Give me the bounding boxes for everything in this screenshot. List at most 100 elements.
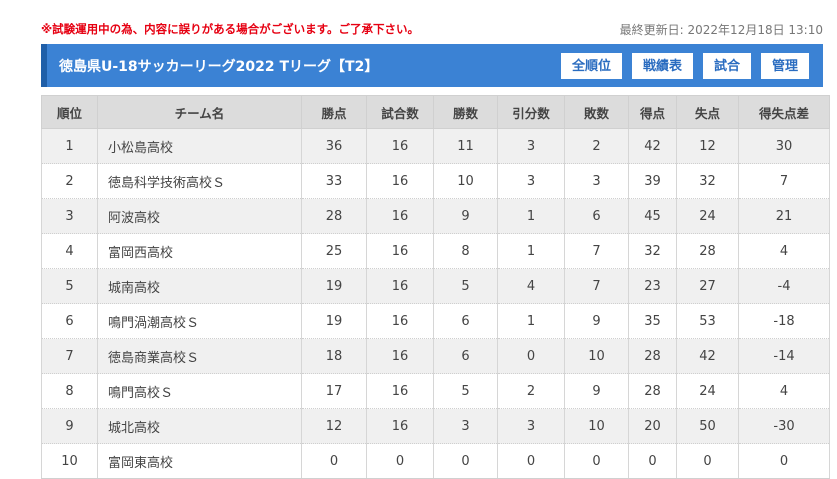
goals-for-cell: 45 [628,198,677,234]
goals-for-cell: 35 [628,303,677,339]
losses-cell: 9 [564,303,629,339]
draws-cell: 1 [497,303,565,339]
played-cell: 16 [366,233,434,269]
goal-diff-cell: 4 [738,233,830,269]
draws-cell: 3 [497,408,565,444]
goals-for-cell: 32 [628,233,677,269]
played-cell: 16 [366,373,434,409]
table-row: 1 小松島高校 36 16 11 3 2 42 12 30 [41,128,830,164]
goals-for-cell: 28 [628,373,677,409]
table-header-row: 順位 チーム名 勝点 試合数 勝数 引分数 敗数 得点 失点 得失点差 [41,95,830,129]
goals-against-cell: 50 [676,408,739,444]
wins-cell: 8 [433,233,498,269]
goal-diff-cell: 0 [738,443,830,479]
goal-diff-cell: 21 [738,198,830,234]
played-cell: 16 [366,268,434,304]
losses-cell: 7 [564,233,629,269]
losses-cell: 0 [564,443,629,479]
wins-cell: 3 [433,408,498,444]
played-cell: 16 [366,408,434,444]
goal-diff-cell: 30 [738,128,830,164]
goals-against-cell: 27 [676,268,739,304]
header-points: 勝点 [301,95,367,129]
points-cell: 33 [301,163,367,199]
points-cell: 18 [301,338,367,374]
losses-cell: 9 [564,373,629,409]
goals-against-cell: 0 [676,443,739,479]
rank-cell: 6 [41,303,98,339]
goals-for-cell: 20 [628,408,677,444]
points-cell: 19 [301,303,367,339]
matches-button[interactable]: 試合 [702,53,751,79]
played-cell: 16 [366,303,434,339]
league-title: 徳島県U-18サッカーリーグ2022 Tリーグ【T2】 [59,59,379,75]
draws-cell: 0 [497,338,565,374]
draws-cell: 0 [497,443,565,479]
wins-cell: 5 [433,268,498,304]
rank-cell: 1 [41,128,98,164]
league-title-bar: 徳島県U-18サッカーリーグ2022 Tリーグ【T2】 全順位 戦績表 試合 管… [41,44,823,87]
points-cell: 19 [301,268,367,304]
draws-cell: 2 [497,373,565,409]
header-draws: 引分数 [497,95,565,129]
points-cell: 36 [301,128,367,164]
wins-cell: 0 [433,443,498,479]
team-cell[interactable]: 富岡東高校 [97,443,302,479]
goals-against-cell: 53 [676,303,739,339]
points-cell: 25 [301,233,367,269]
points-cell: 0 [301,443,367,479]
draws-cell: 3 [497,163,565,199]
team-cell[interactable]: 鳴門高校Ｓ [97,373,302,409]
header-losses: 敗数 [564,95,629,129]
goal-diff-cell: -4 [738,268,830,304]
played-cell: 16 [366,338,434,374]
draws-cell: 1 [497,233,565,269]
header-goals-for: 得点 [628,95,677,129]
draws-cell: 1 [497,198,565,234]
team-cell[interactable]: 徳島科学技術高校Ｓ [97,163,302,199]
table-row: 4 富岡西高校 25 16 8 1 7 32 28 4 [41,233,830,269]
rank-cell: 10 [41,443,98,479]
losses-cell: 3 [564,163,629,199]
rank-cell: 9 [41,408,98,444]
played-cell: 16 [366,128,434,164]
header-team: チーム名 [97,95,302,129]
goal-diff-cell: -18 [738,303,830,339]
standings-table: 順位 チーム名 勝点 試合数 勝数 引分数 敗数 得点 失点 得失点差 1 小松島高校 36 16 11 3… [41,95,830,479]
all-standings-button[interactable]: 全順位 [560,53,622,79]
wins-cell: 6 [433,303,498,339]
view-buttons: 全順位 戦績表 試合 管理 [560,53,809,79]
team-cell[interactable]: 鳴門渦潮高校Ｓ [97,303,302,339]
goals-for-cell: 39 [628,163,677,199]
rank-cell: 2 [41,163,98,199]
team-cell[interactable]: 城南高校 [97,268,302,304]
rank-cell: 4 [41,233,98,269]
last-updated: 最終更新日: 2022年12月18日 13:10 [619,23,823,37]
losses-cell: 10 [564,408,629,444]
losses-cell: 10 [564,338,629,374]
played-cell: 16 [366,198,434,234]
team-cell[interactable]: 徳島商業高校Ｓ [97,338,302,374]
admin-button[interactable]: 管理 [760,53,809,79]
results-table-button[interactable]: 戦績表 [631,53,693,79]
goals-for-cell: 28 [628,338,677,374]
rank-cell: 5 [41,268,98,304]
table-body: 1 小松島高校 36 16 11 3 2 42 12 30 2 徳島科学技術高校Ｓ 33 16 10 3 3 39… [41,128,830,479]
team-cell[interactable]: 阿波高校 [97,198,302,234]
table-row: 10 富岡東高校 0 0 0 0 0 0 0 0 [41,443,830,479]
losses-cell: 7 [564,268,629,304]
points-cell: 12 [301,408,367,444]
goals-for-cell: 42 [628,128,677,164]
team-cell[interactable]: 城北高校 [97,408,302,444]
losses-cell: 2 [564,128,629,164]
team-cell[interactable]: 富岡西高校 [97,233,302,269]
team-cell[interactable]: 小松島高校 [97,128,302,164]
goals-for-cell: 23 [628,268,677,304]
header-goals-against: 失点 [676,95,739,129]
table-row: 8 鳴門高校Ｓ 17 16 5 2 9 28 24 4 [41,373,830,409]
header-played: 試合数 [366,95,434,129]
draws-cell: 4 [497,268,565,304]
header-goal-diff: 得失点差 [738,95,830,129]
draws-cell: 3 [497,128,565,164]
goals-for-cell: 0 [628,443,677,479]
